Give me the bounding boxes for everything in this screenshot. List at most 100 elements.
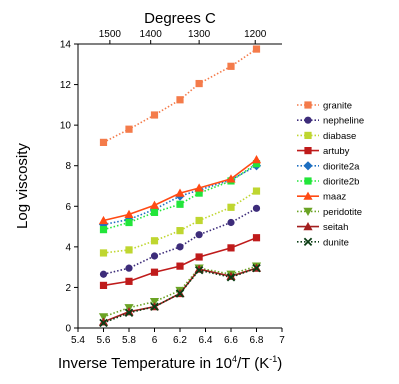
data-point-granite <box>195 79 203 88</box>
data-point-diabase <box>252 187 261 195</box>
data-point-nepheline <box>252 204 261 212</box>
data-point-artuby <box>252 234 261 242</box>
legend-marker <box>304 177 312 185</box>
data-point-artuby <box>99 281 108 289</box>
series-diabase <box>99 187 261 257</box>
data-point-granite <box>99 138 108 146</box>
legend-label: nepheline <box>323 116 364 127</box>
data-point-nepheline <box>227 218 235 227</box>
legend-label: artuby <box>323 146 350 157</box>
legend-marker <box>303 191 313 200</box>
data-point-granite <box>150 111 159 119</box>
x-axis-title-part: ) <box>277 355 282 372</box>
data-point-diabase <box>150 237 159 245</box>
data-point-artuby <box>227 244 235 252</box>
legend-item-seitah: seitah <box>297 222 348 233</box>
top-axis-title: Degrees C <box>144 10 216 27</box>
series-granite <box>99 45 261 146</box>
x-tick-label: 6.4 <box>199 335 213 346</box>
y-tick-label: 6 <box>65 202 71 213</box>
x-tick-label: 6.8 <box>250 335 264 346</box>
top-tick-label: 1300 <box>188 29 211 40</box>
legend-marker <box>304 116 312 124</box>
top-tick-label: 1400 <box>140 29 163 40</box>
top-tick-label: 1500 <box>99 29 122 40</box>
data-point-seitah <box>98 317 109 326</box>
y-tick-label: 0 <box>65 324 71 335</box>
data-point-dunite <box>124 308 134 318</box>
x-axis-title-part: Inverse Temperature in 10 <box>58 355 232 372</box>
legend-label: diorite2a <box>323 161 360 172</box>
data-point-artuby <box>176 262 184 270</box>
data-point-diabase <box>227 203 235 211</box>
legend: granite nepheline diabase artuby diorite2a di… <box>297 101 364 248</box>
data-point-maaz <box>226 174 236 183</box>
x-axis-title-part: -1 <box>269 354 277 364</box>
x-tick-label: 5.6 <box>97 335 111 346</box>
data-point-diorite2b <box>176 200 184 208</box>
x-tick-label: 6.2 <box>173 335 187 346</box>
legend-item-diorite2a: diorite2a <box>297 161 360 172</box>
data-point-granite <box>227 62 235 70</box>
axes: 0 2 4 6 8 10 12 14 5.4 5.6 5.8 6 6.2 6.4 6.6 6.8 7 1500 14… <box>14 10 285 372</box>
x-tick-label: 7 <box>279 335 285 346</box>
data-point-dunite <box>194 265 204 275</box>
legend-marker <box>303 222 313 231</box>
legend-marker <box>303 237 313 247</box>
legend-label: dunite <box>323 237 349 248</box>
data-point-nepheline <box>195 231 203 239</box>
data-point-maaz <box>98 215 109 225</box>
legend-item-maaz: maaz <box>297 191 346 203</box>
legend-item-diabase: diabase <box>297 131 356 142</box>
data-point-diabase <box>195 216 203 225</box>
legend-marker <box>304 147 312 155</box>
data-point-diorite2b <box>99 226 108 234</box>
x-tick-label: 5.4 <box>71 335 85 346</box>
top-tick-label: 1200 <box>244 29 267 40</box>
data-point-maaz <box>251 155 262 164</box>
data-point-nepheline <box>99 270 108 278</box>
data-point-artuby <box>125 277 133 285</box>
y-tick-label: 14 <box>60 40 72 51</box>
data-point-seitah <box>194 264 204 273</box>
data-point-maaz <box>124 209 134 218</box>
data-point-granite <box>176 96 184 104</box>
data-point-maaz <box>175 188 185 197</box>
data-point-dunite <box>150 302 159 311</box>
data-point-dunite <box>99 318 108 328</box>
y-tick-label: 10 <box>60 121 72 132</box>
data-point-diorite2b <box>125 218 133 227</box>
y-tick-label: 4 <box>65 242 71 253</box>
legend-label: seitah <box>323 222 348 233</box>
data-point-nepheline <box>150 252 159 260</box>
data-point-diabase <box>125 246 133 254</box>
x-axis-title-part: /T (K <box>237 355 269 372</box>
y-axis-title: Log viscosity <box>14 143 31 229</box>
series-maaz <box>98 155 262 225</box>
x-axis-title-part: 4 <box>232 354 237 364</box>
x-tick-label: 5.8 <box>122 335 136 346</box>
y-tick-label: 12 <box>60 80 72 91</box>
legend-item-artuby: artuby <box>297 146 350 157</box>
data-point-diabase <box>176 227 184 235</box>
x-axis-title: Inverse Temperature in 104/T (K-1) <box>58 354 282 372</box>
legend-marker <box>304 101 312 109</box>
legend-label: diorite2b <box>323 177 359 188</box>
legend-label: granite <box>323 101 352 112</box>
legend-label: peridotite <box>323 207 362 218</box>
data-point-dunite <box>252 263 261 273</box>
data-point-seitah <box>226 271 236 280</box>
legend-marker <box>303 207 313 216</box>
data-point-dunite <box>226 273 236 282</box>
data-point-diorite2b <box>150 208 159 216</box>
data-point-granite <box>125 125 133 133</box>
data-point-nepheline <box>125 264 133 272</box>
data-point-diabase <box>99 249 108 257</box>
data-point-artuby <box>150 268 159 276</box>
data-point-maaz <box>194 183 204 192</box>
data-point-maaz <box>149 200 160 209</box>
data-point-dunite <box>175 289 185 298</box>
legend-item-diorite2b: diorite2b <box>297 177 359 188</box>
x-tick-label: 6 <box>152 335 158 346</box>
